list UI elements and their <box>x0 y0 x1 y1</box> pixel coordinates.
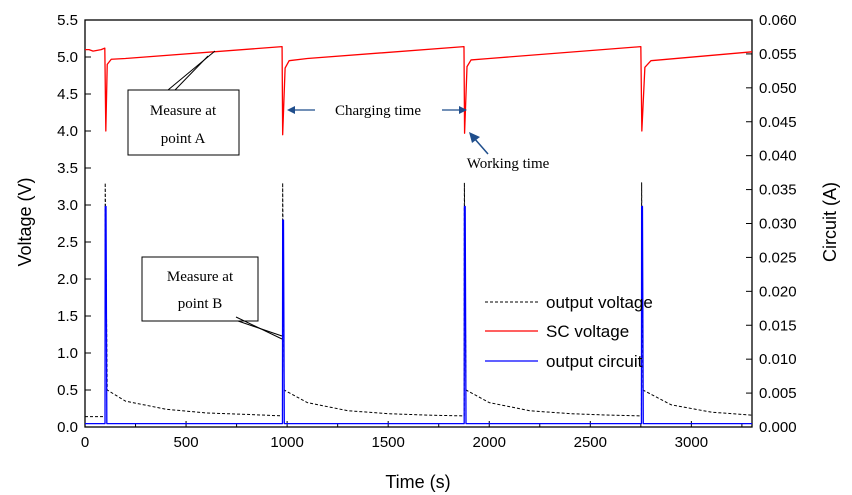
charging-time-label: Charging time <box>335 103 421 119</box>
y-tick-label: 1.5 <box>57 308 78 325</box>
y-tick-label: 4.5 <box>57 86 78 103</box>
legend-label-output-voltage: output voltage <box>546 293 653 312</box>
y2-tick-label: 0.035 <box>759 182 797 199</box>
annotation-box-a <box>127 89 240 156</box>
y2-tick-label: 0.040 <box>759 148 797 165</box>
working-time-label: Working time <box>467 156 550 172</box>
y-tick-label: 0.5 <box>57 382 78 399</box>
x-axis-ticks: 0 500 1000 1500 2000 2500 3000 <box>81 421 743 451</box>
annotation-measure-b: Measure at point B <box>141 256 283 340</box>
y-tick-label: 1.0 <box>57 345 78 362</box>
annotation-measure-a: Measure at point A <box>127 50 240 156</box>
y-tick-label: 3.5 <box>57 160 78 177</box>
x-tick-label: 1000 <box>270 434 303 451</box>
y2-tick-label: 0.015 <box>759 317 797 334</box>
y2-tick-label: 0.060 <box>759 12 797 29</box>
y-axis-ticks: 0.0 0.5 1.0 1.5 2.0 2.5 3.0 3.5 4.0 4.5 5.0 5.5 <box>57 12 91 436</box>
annotation-a-line1: Measure at <box>150 103 217 119</box>
y-axis-title: Voltage (V) <box>15 177 35 266</box>
callout-line-a2 <box>174 55 209 91</box>
y2-axis-title: Circuit (A) <box>820 182 840 262</box>
charging-arrow-right-head <box>459 106 467 114</box>
callout-line-b2 <box>235 316 283 340</box>
y2-tick-label: 0.050 <box>759 80 797 97</box>
y2-tick-label: 0.005 <box>759 385 797 402</box>
x-tick-label: 0 <box>81 434 89 451</box>
y-tick-label: 3.0 <box>57 197 78 214</box>
x-tick-label: 3000 <box>675 434 708 451</box>
y2-tick-label: 0.025 <box>759 249 797 266</box>
working-arrow-line <box>473 137 489 155</box>
y2-tick-label: 0.020 <box>759 283 797 300</box>
x-tick-label: 1500 <box>371 434 404 451</box>
series-layer <box>85 45 753 425</box>
y2-tick-label: 0.030 <box>759 216 797 233</box>
plot-frame <box>84 19 753 428</box>
y2-tick-label: 0.055 <box>759 46 797 63</box>
series-line-sc-voltage <box>85 45 753 136</box>
x-axis-title: Time (s) <box>385 472 450 492</box>
legend-label-output-circuit: output circuit <box>546 352 643 371</box>
y2-axis-ticks: 0.000 0.005 0.010 0.015 0.020 0.025 0.030 0.035… <box>746 12 797 436</box>
y-tick-label: 4.0 <box>57 123 78 140</box>
y2-tick-label: 0.010 <box>759 351 797 368</box>
x-tick-label: 2000 <box>473 434 506 451</box>
y-tick-label: 5.0 <box>57 49 78 66</box>
x-tick-label: 500 <box>174 434 199 451</box>
annotation-charging-time: Charging time <box>287 103 467 119</box>
annotation-box-b <box>141 256 259 322</box>
annotation-b-line2: point B <box>178 296 223 312</box>
charging-arrow-left-head <box>287 106 295 114</box>
y-tick-label: 0.0 <box>57 419 78 436</box>
y2-tick-label: 0.000 <box>759 419 797 436</box>
annotation-working-time: Working time <box>467 132 550 172</box>
annotation-b-line1: Measure at <box>167 269 234 285</box>
legend-label-sc-voltage: SC voltage <box>546 322 629 341</box>
y2-tick-label: 0.045 <box>759 114 797 131</box>
y-tick-label: 2.5 <box>57 234 78 251</box>
y-tick-label: 2.0 <box>57 271 78 288</box>
annotation-a-line2: point A <box>161 131 206 147</box>
series-line-output-circuit <box>85 205 752 425</box>
working-arrow-head <box>469 132 480 143</box>
callout-line-a1 <box>167 50 216 91</box>
legend: output voltage SC voltage output circuit <box>485 293 653 371</box>
x-tick-label: 2500 <box>574 434 607 451</box>
y-tick-label: 5.5 <box>57 12 78 29</box>
